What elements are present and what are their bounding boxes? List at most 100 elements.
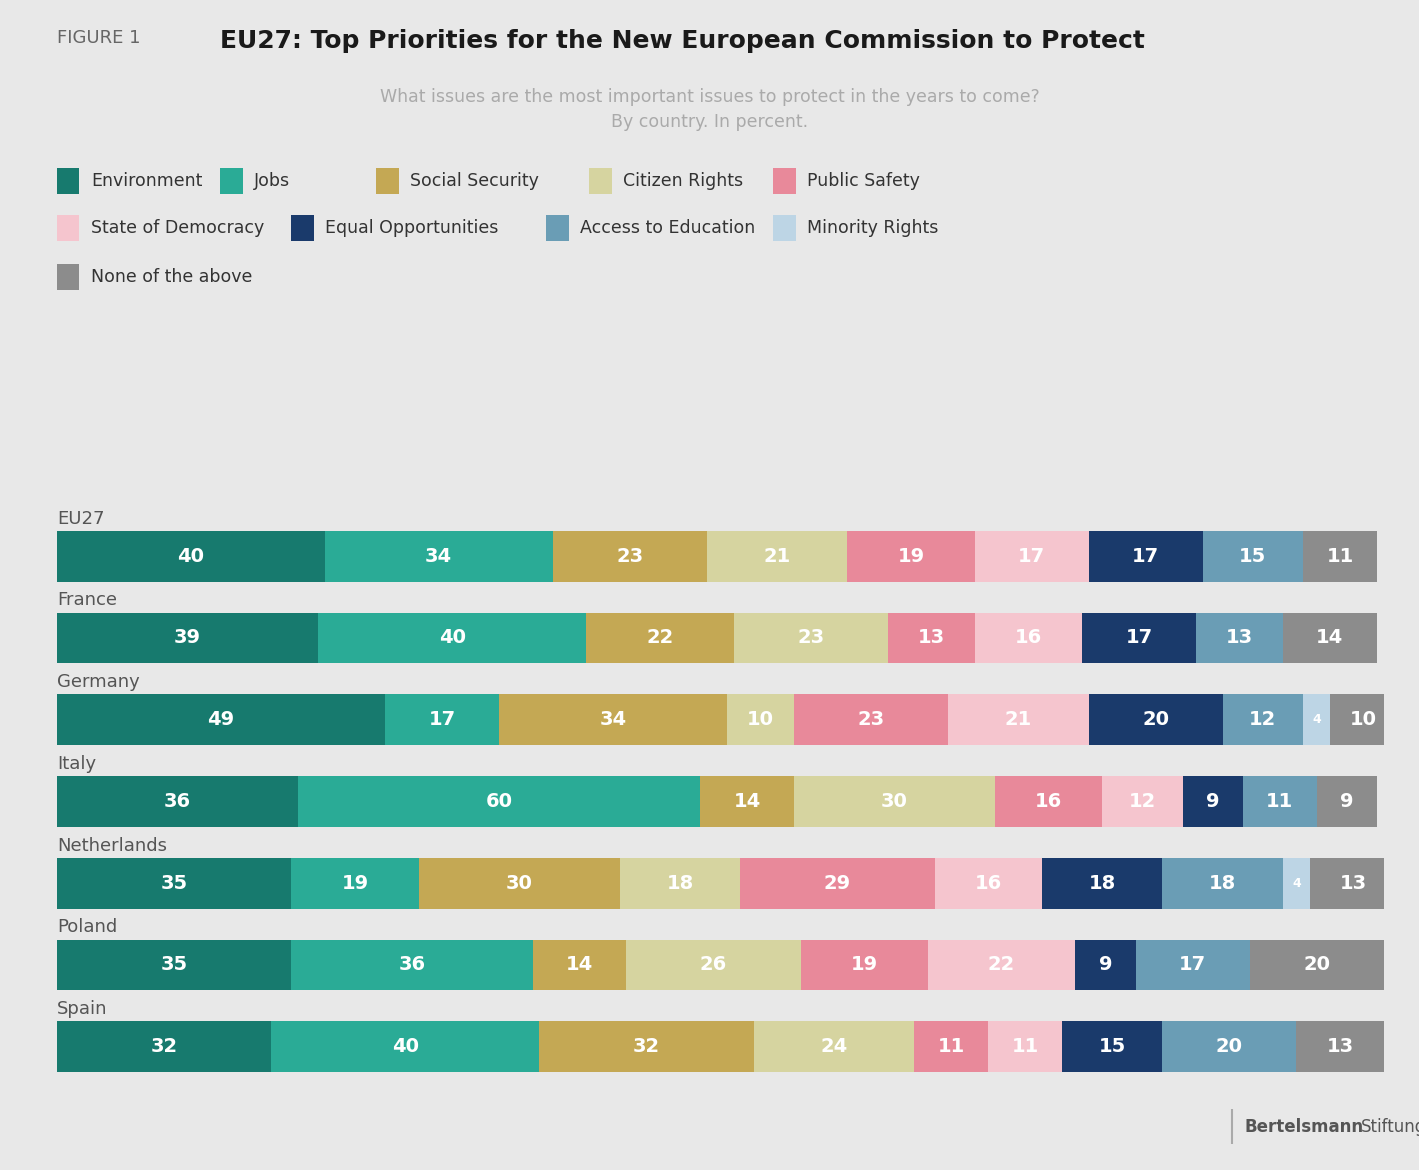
Text: State of Democracy: State of Democracy [91,219,264,238]
Text: Spain: Spain [57,1000,108,1018]
Bar [1135,940,1250,990]
Text: 9: 9 [1340,792,1354,811]
Bar [586,613,734,663]
Text: 9: 9 [1098,956,1112,975]
Text: 21: 21 [763,546,790,566]
Bar [988,1021,1061,1072]
Text: France: France [57,591,116,610]
Text: Access to Education: Access to Education [580,219,756,238]
Bar [753,1021,914,1072]
Bar [1303,531,1376,581]
Bar [298,776,700,827]
Text: 19: 19 [898,546,925,566]
Bar [1083,613,1196,663]
Bar [948,694,1088,745]
Text: None of the above: None of the above [91,268,253,287]
Bar [499,694,727,745]
Text: 29: 29 [824,874,851,893]
Bar [727,694,793,745]
Bar [291,940,532,990]
Bar [419,858,620,909]
Text: 17: 17 [1132,546,1159,566]
Bar [291,858,419,909]
Bar [57,940,291,990]
Bar [318,613,586,663]
Bar [1076,940,1135,990]
Bar [1223,694,1303,745]
Text: Jobs: Jobs [254,172,289,191]
Bar [325,531,552,581]
Text: 13: 13 [1327,1037,1354,1057]
Bar [1162,1021,1297,1072]
Text: EU27: EU27 [57,510,104,528]
Bar [914,1021,988,1072]
Bar [1243,776,1317,827]
Bar [1196,613,1283,663]
Bar [57,613,318,663]
Text: 4: 4 [1293,876,1301,889]
Bar [734,613,888,663]
Text: 22: 22 [988,956,1015,975]
Bar [1042,858,1162,909]
Text: 12: 12 [1128,792,1156,811]
Bar [552,531,707,581]
Bar [800,940,928,990]
Bar [707,531,847,581]
Text: Italy: Italy [57,755,96,773]
Bar [1303,694,1330,745]
Bar [975,613,1083,663]
Bar [1088,531,1203,581]
Text: 40: 40 [392,1037,419,1057]
Text: 15: 15 [1098,1037,1125,1057]
Bar [847,531,975,581]
Text: 16: 16 [1015,628,1042,647]
Bar [975,531,1088,581]
Text: 17: 17 [429,710,455,729]
Bar [57,1021,271,1072]
Text: 15: 15 [1239,546,1267,566]
Text: 20: 20 [1303,956,1330,975]
Text: 11: 11 [1327,546,1354,566]
Text: 21: 21 [1005,710,1032,729]
Text: 13: 13 [918,628,945,647]
Text: 40: 40 [177,546,204,566]
Text: Netherlands: Netherlands [57,837,167,854]
Text: 10: 10 [1349,710,1376,729]
Bar [1330,694,1396,745]
Bar [793,776,995,827]
Bar [700,776,793,827]
Bar [57,858,291,909]
Bar [928,940,1076,990]
Text: Public Safety: Public Safety [807,172,921,191]
Text: 49: 49 [207,710,234,729]
Text: 60: 60 [485,792,512,811]
Text: Bertelsmann: Bertelsmann [1244,1117,1364,1136]
Text: 12: 12 [1249,710,1277,729]
Text: 30: 30 [881,792,908,811]
Text: 17: 17 [1019,546,1046,566]
Text: 14: 14 [566,956,593,975]
Bar [57,531,325,581]
Text: 36: 36 [399,956,426,975]
Text: 23: 23 [797,628,824,647]
Bar [888,613,975,663]
Text: 26: 26 [700,956,727,975]
Text: 14: 14 [734,792,761,811]
Bar [1182,776,1243,827]
Bar [1103,776,1182,827]
Bar [539,1021,753,1072]
Text: Equal Opportunities: Equal Opportunities [325,219,498,238]
Text: 22: 22 [646,628,674,647]
Text: Stiftung: Stiftung [1361,1117,1419,1136]
Text: 13: 13 [1226,628,1253,647]
Bar [57,776,298,827]
Text: Minority Rights: Minority Rights [807,219,939,238]
Text: 11: 11 [1266,792,1293,811]
Text: Social Security: Social Security [410,172,539,191]
Text: 35: 35 [160,956,187,975]
Bar [1283,613,1376,663]
Text: 16: 16 [1034,792,1061,811]
Text: 10: 10 [746,710,773,729]
Text: 34: 34 [426,546,453,566]
Bar [1162,858,1283,909]
